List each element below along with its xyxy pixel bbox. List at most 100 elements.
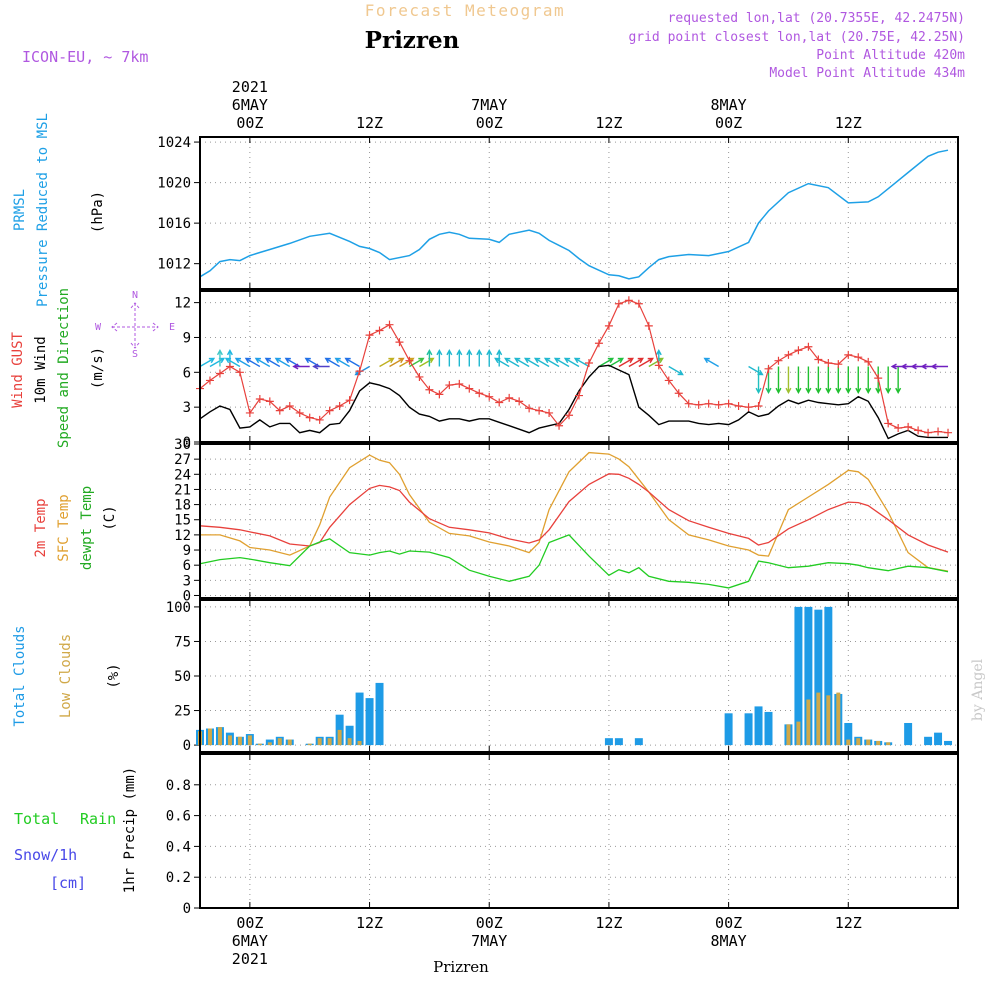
- wind-arrow: [785, 366, 792, 394]
- wind-arrow-head: [920, 363, 927, 370]
- gust-marker: [305, 413, 314, 422]
- wind-arrow: [865, 366, 872, 394]
- bar-low-cloud: [796, 721, 801, 746]
- wind-arrow: [486, 349, 493, 367]
- y-tick-label: 6: [183, 558, 191, 574]
- wind-arrow-shaft: [325, 357, 340, 368]
- bar-low-cloud: [217, 727, 222, 746]
- gust-marker: [874, 374, 883, 383]
- compass-e: E: [169, 322, 175, 333]
- time-label-top: 12Z: [835, 114, 862, 132]
- y-tick-label: 12: [174, 296, 191, 312]
- precip-label-rain: Rain: [80, 810, 116, 828]
- bar-low-cloud: [317, 738, 322, 746]
- wind-arrow: [199, 357, 216, 368]
- time-label-top: 2021: [232, 78, 268, 96]
- wind-arrow-shaft: [355, 365, 370, 376]
- panel-frame: [199, 136, 959, 290]
- wind-label-10m: 10m Wind: [33, 336, 49, 403]
- bar-total-cloud: [365, 698, 374, 746]
- bar-low-cloud: [307, 743, 312, 746]
- gust-marker: [455, 379, 464, 388]
- wind-arrow-head: [815, 387, 822, 394]
- bar-low-cloud: [846, 739, 851, 746]
- time-label-top: 6MAY: [232, 96, 268, 114]
- footer-location: Prizren: [433, 958, 489, 976]
- wind-arrow-shaft: [668, 365, 683, 376]
- wind-arrow: [543, 357, 560, 368]
- y-tick-label: 3: [183, 400, 191, 416]
- wind-arrow: [504, 357, 520, 368]
- bar-low-cloud: [337, 729, 342, 746]
- cloud-label-low: Low Clouds: [58, 634, 74, 718]
- gust-marker: [415, 372, 424, 381]
- wind-arrow-head: [627, 357, 635, 364]
- wind-arrow: [815, 366, 822, 394]
- gust-marker: [515, 397, 524, 406]
- wind-arrow-head: [216, 349, 223, 356]
- wind-arrow-head: [885, 387, 892, 394]
- wind-arrow: [354, 365, 370, 376]
- bar-total-cloud: [804, 606, 813, 746]
- wind-arrow: [426, 349, 433, 367]
- wind-arrow-shaft: [199, 357, 215, 368]
- wind-arrow-head: [617, 357, 625, 364]
- wind-arrow: [703, 357, 719, 368]
- gust-marker: [604, 321, 613, 330]
- bar-total-cloud: [724, 713, 733, 746]
- bar-total-cloud: [614, 738, 623, 746]
- wind-arrow: [835, 366, 842, 394]
- time-label-top: 8MAY: [711, 96, 747, 114]
- precip-label-cm: [cm]: [50, 874, 86, 892]
- wind-arrow-head: [523, 357, 531, 364]
- gust-marker: [375, 326, 384, 335]
- wind-arrow-head: [244, 357, 252, 364]
- bar-low-cloud: [786, 724, 791, 746]
- wind-arrow: [494, 357, 510, 368]
- wind-arrow: [274, 357, 291, 368]
- panel-prmsl: 1012 1016 1020 1024: [157, 135, 959, 290]
- temp-label-unit: (C): [102, 505, 118, 530]
- y-tick-label: 1016: [157, 216, 191, 232]
- time-label-top: 00Z: [476, 114, 503, 132]
- wind-arrow-head: [543, 357, 551, 364]
- y-tick-label: 27: [174, 452, 191, 468]
- gust-marker: [425, 385, 434, 394]
- wind-arrow-head: [855, 387, 862, 394]
- pressure-labels: PRMSL Pressure Reduced to MSL (hPa): [12, 113, 106, 307]
- wind-arrow: [254, 357, 271, 368]
- wind-arrow-shaft: [265, 357, 281, 368]
- model-altitude: Model Point Altitude 434m: [769, 66, 965, 81]
- y-tick-label: 50: [174, 669, 191, 685]
- gust-marker: [704, 399, 713, 408]
- y-tick-label: 1012: [157, 257, 191, 273]
- wind-arrow: [668, 365, 684, 376]
- bar-total-cloud: [375, 682, 384, 746]
- wind-arrow-shaft: [748, 365, 763, 376]
- wind-arrow: [476, 349, 483, 367]
- temp-label-dew: dewpt Temp: [79, 486, 95, 570]
- cloud-labels: Total Clouds Low Clouds (%): [12, 625, 122, 726]
- bar-total-cloud: [754, 706, 763, 746]
- y-tick-label: 0.6: [166, 809, 191, 825]
- y-tick-label: 15: [174, 513, 191, 529]
- wind-arrow-head: [805, 387, 812, 394]
- wind-arrow-head: [514, 357, 521, 364]
- gust-marker: [644, 321, 653, 330]
- wind-arrow-shaft: [494, 357, 510, 368]
- wind-label-gust: Wind GUST: [10, 332, 26, 408]
- wind-arrow-head: [910, 363, 917, 370]
- gust-marker: [265, 397, 274, 406]
- wind-arrow-shaft: [564, 357, 580, 368]
- wind-arrow-head: [795, 387, 802, 394]
- gust-marker: [485, 392, 494, 401]
- gust-marker: [225, 362, 234, 371]
- wind-arrow: [523, 357, 540, 368]
- gust-marker: [255, 395, 264, 404]
- gust-marker: [834, 360, 843, 369]
- bar-low-cloud: [257, 743, 262, 746]
- gust-marker: [774, 356, 783, 365]
- wind-arrow: [244, 357, 261, 368]
- temp-labels: 2m Temp SFC Temp dewpt Temp (C): [33, 486, 118, 570]
